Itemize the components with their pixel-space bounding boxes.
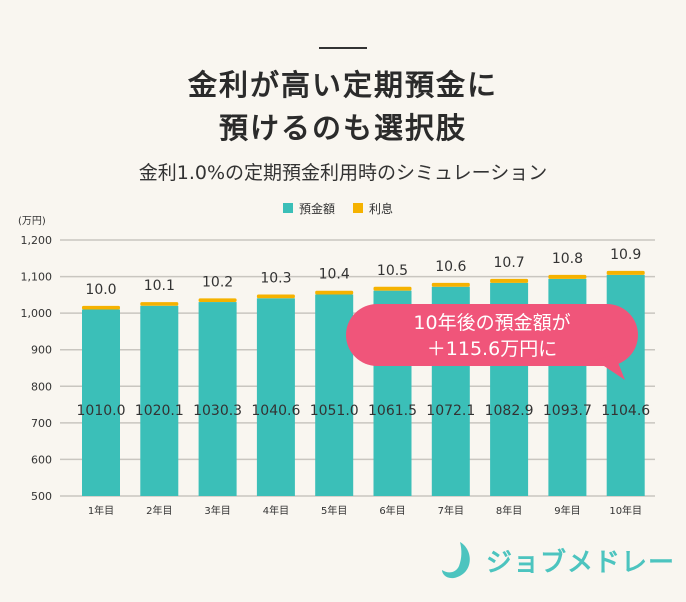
x-tick-label: 1年目: [88, 504, 114, 517]
interest-label: 10.5: [377, 263, 408, 279]
bar-interest: [548, 274, 587, 279]
logo: ジョブメドレー: [440, 540, 675, 580]
interest-label: 10.2: [202, 274, 233, 290]
x-tick-label: 6年目: [379, 504, 405, 517]
interest-label: 10.9: [610, 247, 641, 263]
bar-interest: [431, 282, 470, 287]
interest-label: 10.6: [435, 259, 466, 275]
interest-label: 10.7: [494, 255, 525, 271]
subtitle: 金利1.0%の定期預金利用時のシミュレーション: [138, 162, 548, 184]
bar-interest: [140, 302, 179, 306]
deposit-label: 1104.6: [601, 403, 650, 419]
callout-line-2: ＋115.6万円に: [427, 338, 557, 360]
deposit-label: 1051.0: [310, 403, 359, 419]
title-line-1: 金利が高い定期預金に: [187, 68, 498, 102]
interest-label: 10.3: [260, 271, 291, 287]
legend-swatch: [283, 203, 293, 213]
y-tick-label: 1,200: [21, 234, 53, 247]
interest-label: 10.4: [319, 267, 350, 283]
callout-line-1: 10年後の預金額が: [413, 312, 570, 334]
y-tick-label: 800: [31, 380, 52, 393]
callout-bubble: [346, 304, 638, 366]
y-tick-label: 1,100: [21, 271, 53, 284]
logo-text: ジョブメドレー: [486, 547, 676, 578]
y-tick-label: 900: [31, 344, 52, 357]
y-tick-label: 1,000: [21, 307, 53, 320]
bar-interest: [373, 286, 412, 291]
bar-deposit: [256, 298, 295, 496]
callout-tail: [595, 355, 625, 380]
logo-mark-icon: [442, 542, 470, 579]
y-unit-label: (万円): [18, 216, 46, 227]
interest-label: 10.8: [552, 251, 583, 267]
x-tick-label: 3年目: [204, 504, 230, 517]
x-tick-label: 4年目: [263, 504, 289, 517]
bar-deposit: [82, 309, 120, 496]
bar-interest: [256, 294, 295, 299]
x-tick-label: 10年目: [609, 504, 642, 517]
x-tick-label: 9年目: [554, 504, 580, 517]
deposit-label: 1082.9: [485, 403, 534, 419]
deposit-label: 1093.7: [543, 403, 592, 419]
y-tick-label: 600: [31, 453, 52, 466]
legend-label: 利息: [369, 201, 393, 216]
bar-deposit: [140, 305, 179, 496]
title-rule: [319, 47, 367, 49]
bar-deposit: [315, 294, 354, 496]
x-tick-label: 7年目: [438, 504, 464, 517]
bar-interest: [315, 290, 354, 295]
interest-label: 10.0: [85, 282, 116, 298]
deposit-label: 1040.6: [251, 403, 300, 419]
bar-deposit: [198, 302, 237, 496]
x-tick-label: 2年目: [146, 504, 172, 517]
deposit-label: 1010.0: [77, 403, 126, 419]
bar-interest: [606, 270, 645, 275]
y-tick-label: 500: [31, 490, 52, 503]
deposit-label: 1072.1: [426, 403, 475, 419]
legend-label: 預金額: [299, 201, 335, 216]
x-tick-label: 8年目: [496, 504, 522, 517]
deposit-label: 1020.1: [135, 403, 184, 419]
y-tick-label: 700: [31, 417, 52, 430]
x-tick-label: 5年目: [321, 504, 347, 517]
deposit-label: 1061.5: [368, 403, 417, 419]
interest-label: 10.1: [144, 278, 175, 294]
legend-swatch: [353, 203, 363, 213]
bar-interest: [490, 278, 529, 283]
bar-interest: [82, 305, 120, 310]
deposit-label: 1030.3: [193, 403, 242, 419]
title-line-2: 預けるのも選択肢: [218, 111, 467, 145]
bar-interest: [198, 298, 237, 303]
